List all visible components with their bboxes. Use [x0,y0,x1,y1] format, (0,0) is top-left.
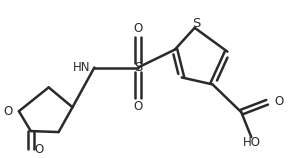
Text: HO: HO [243,137,261,149]
Text: O: O [274,95,283,108]
Text: S: S [193,17,201,30]
Text: O: O [35,143,44,156]
Text: S: S [134,61,142,74]
Text: O: O [133,100,143,113]
Text: O: O [4,105,13,118]
Text: O: O [133,22,143,35]
Text: HN: HN [73,61,90,74]
